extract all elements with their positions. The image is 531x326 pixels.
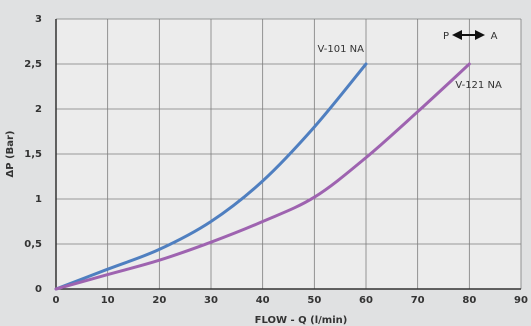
- x-tick-label: 40: [256, 295, 270, 306]
- series-label-v121: V-121 NA: [455, 80, 502, 91]
- y-tick-label: 0: [35, 284, 42, 295]
- x-tick-label: 80: [462, 295, 476, 306]
- x-axis-title: FLOW - Q (l/min): [255, 315, 348, 326]
- y-tick-label: 0,5: [24, 239, 42, 250]
- y-tick-label: 1,5: [24, 149, 42, 160]
- port-p-label: P: [443, 31, 449, 42]
- series-layer: V-101 NA V-121 NA: [54, 44, 502, 291]
- x-tick-label: 50: [307, 295, 321, 306]
- y-tick-label: 1: [35, 194, 42, 205]
- x-tick-label: 10: [101, 295, 115, 306]
- x-tick-label: 70: [411, 295, 425, 306]
- series-label-v101: V-101 NA: [318, 44, 365, 55]
- y-tick-label: 2: [35, 104, 42, 115]
- y-tick-label: 3: [35, 14, 42, 25]
- x-tick-label: 0: [53, 295, 60, 306]
- x-tick-label: 60: [359, 295, 373, 306]
- x-tick-label: 30: [204, 295, 218, 306]
- y-tick-label: 2,5: [24, 59, 42, 70]
- x-tick-label: 20: [152, 295, 166, 306]
- series-line-0: [54, 62, 368, 291]
- series-line-1: [54, 62, 471, 291]
- x-tick-label: 90: [514, 295, 528, 306]
- flow-direction-annotation: P A: [443, 30, 498, 42]
- double-arrow-icon: [452, 30, 485, 40]
- tick-labels: 0 10 20 30 40 50 60 70 80 90 0 0,5 1 1,5 2 2,5 3: [24, 14, 528, 306]
- y-axis-title: ΔP (Bar): [5, 131, 16, 178]
- port-a-label: A: [491, 31, 498, 42]
- axes: [55, 19, 521, 290]
